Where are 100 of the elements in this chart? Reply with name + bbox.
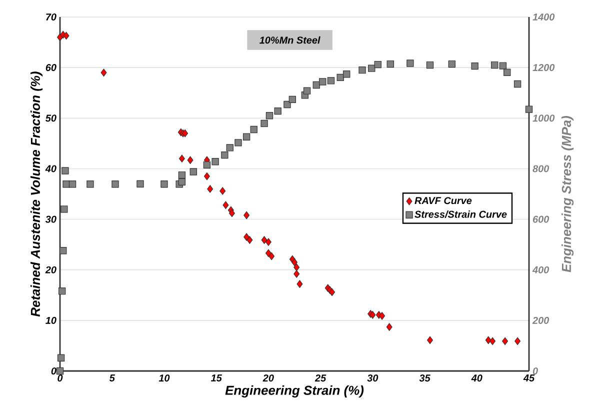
- point: [471, 62, 478, 70]
- point: [221, 151, 228, 159]
- x-tick-label: 45: [523, 374, 535, 382]
- point: [265, 249, 272, 258]
- point: [294, 270, 300, 278]
- point: [226, 144, 234, 152]
- point: [490, 337, 496, 346]
- y-tick-label: 60: [46, 64, 56, 72]
- x-tick-label: 30: [367, 374, 378, 382]
- point: [260, 120, 268, 128]
- x-tick-label: 5: [109, 374, 115, 382]
- y2-tick-label: 1000: [532, 114, 555, 122]
- point: [379, 312, 386, 320]
- point: [266, 112, 274, 120]
- legend-label: RAVF Curve: [414, 197, 472, 204]
- point: [60, 247, 67, 254]
- y-tick-label: 30: [45, 216, 56, 223]
- point: [160, 180, 168, 188]
- point: [56, 367, 64, 375]
- point: [491, 61, 498, 69]
- point: [374, 60, 382, 68]
- point: [86, 180, 94, 188]
- point: [386, 323, 392, 331]
- y2-tick-label: 800: [532, 165, 550, 172]
- x-tick-label: 35: [419, 374, 430, 382]
- point: [358, 66, 366, 74]
- point: [268, 252, 275, 260]
- x-tick-label: 25: [314, 374, 326, 382]
- point: [265, 238, 272, 246]
- point: [178, 171, 186, 179]
- point: [294, 263, 300, 272]
- y-tick-label: 70: [46, 13, 56, 21]
- legend-label: Stress/Strain Curve: [414, 210, 507, 218]
- x-tick-label: 40: [471, 374, 482, 382]
- point: [234, 139, 242, 146]
- y-tick-label: 50: [45, 114, 56, 122]
- y-tick-label: 40: [45, 165, 56, 172]
- point: [499, 62, 507, 70]
- point: [207, 185, 214, 193]
- point: [190, 168, 197, 176]
- point: [327, 77, 335, 84]
- point: [62, 167, 69, 174]
- point: [502, 337, 508, 346]
- y-tick-label: 0: [51, 367, 56, 375]
- point: [244, 233, 250, 241]
- annotation: 10%Mn Steel: [260, 36, 320, 44]
- point: [525, 106, 533, 113]
- point: [63, 32, 70, 40]
- y-tick-label: 20: [45, 266, 56, 274]
- point: [60, 206, 68, 213]
- point: [204, 172, 210, 180]
- y2-axis-title: Engineering Stress (MPa): [562, 116, 574, 272]
- point: [343, 70, 350, 78]
- point: [406, 60, 414, 67]
- point: [187, 156, 194, 164]
- point: [292, 258, 298, 266]
- y2-tick-label: 1200: [532, 64, 555, 72]
- y2-tick-label: 400: [532, 266, 550, 274]
- point: [261, 236, 268, 244]
- point: [485, 336, 492, 344]
- point: [426, 61, 434, 69]
- point: [246, 236, 253, 244]
- point: [336, 74, 344, 82]
- point: [242, 133, 250, 140]
- point: [228, 209, 235, 218]
- point: [448, 60, 456, 68]
- y-axis-title: Retained Austenite Volume Fraction (%): [30, 72, 43, 317]
- point: [244, 211, 250, 220]
- point: [203, 161, 211, 169]
- point: [329, 288, 336, 296]
- point: [178, 178, 186, 186]
- y2-tick-label: 200: [532, 316, 550, 324]
- x-axis-title: Engineering Strain (%): [225, 385, 364, 398]
- point: [178, 154, 185, 162]
- point: [220, 187, 226, 195]
- y2-tick-label: 1400: [532, 13, 555, 21]
- point: [386, 60, 394, 68]
- point: [212, 158, 219, 166]
- x-tick-label: 20: [262, 374, 274, 382]
- point: [112, 180, 119, 188]
- point: [303, 87, 311, 94]
- point: [504, 68, 511, 76]
- point: [57, 354, 65, 362]
- point: [222, 201, 229, 210]
- point: [62, 180, 70, 188]
- point: [58, 288, 66, 295]
- y2-tick-label: 0: [532, 367, 538, 375]
- point: [368, 64, 376, 72]
- x-tick-label: 10: [158, 374, 170, 382]
- point: [514, 80, 522, 88]
- point: [250, 126, 258, 134]
- y-tick-label: 10: [46, 316, 56, 324]
- x-tick-label: 15: [210, 374, 222, 382]
- point: [100, 68, 107, 77]
- point: [68, 180, 76, 188]
- point: [514, 337, 521, 346]
- point: [288, 96, 296, 104]
- point: [284, 100, 291, 108]
- x-tick-label: 0: [58, 374, 63, 382]
- point: [319, 78, 326, 86]
